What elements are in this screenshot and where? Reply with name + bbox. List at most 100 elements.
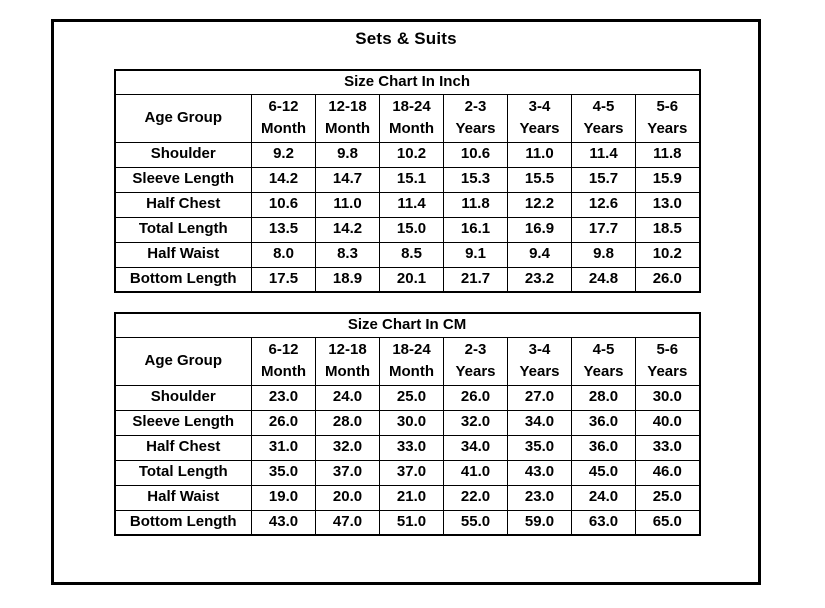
size-value: 37.0 [315,459,380,486]
size-value: 26.0 [443,384,508,411]
size-value: 10.6 [251,191,316,218]
column-header: 12-18 Month [315,93,380,143]
size-value: 15.3 [443,166,508,193]
size-value: 26.0 [251,409,316,436]
row-label: Sleeve Length [114,166,252,193]
column-header-range: 4-5 [592,341,615,358]
size-value: 32.0 [443,409,508,436]
size-value: 16.9 [507,216,572,243]
column-header-range: 12-18 [328,98,367,115]
row-label: Half Chest [114,434,252,461]
size-value: 14.2 [251,166,316,193]
column-header-unit: Years [455,363,496,380]
column-header-range: 5-6 [656,98,679,115]
size-value: 11.4 [571,141,636,168]
size-value: 10.2 [379,141,444,168]
column-header: 5-6 Years [634,336,701,386]
table-row: Sleeve Length 14.2 14.7 15.1 15.3 15.5 15.7 15.… [114,166,701,193]
size-value: 9.1 [443,241,508,268]
size-value: 15.1 [379,166,444,193]
size-value: 25.0 [634,484,701,511]
size-value: 37.0 [379,459,444,486]
size-value: 43.0 [507,459,572,486]
size-value: 14.7 [315,166,380,193]
size-value: 17.5 [251,266,316,293]
size-value: 28.0 [315,409,380,436]
column-header: 3-4 Years [507,93,572,143]
row-label: Total Length [114,216,252,243]
size-value: 15.9 [634,166,701,193]
size-value: 23.2 [507,266,572,293]
column-header-range: 5-6 [656,341,679,358]
size-value: 15.5 [507,166,572,193]
page-border-frame: Sets & Suits Size Chart In Inch Age Group… [51,19,761,585]
column-header: 18-24 Month [379,93,444,143]
size-value: 33.0 [379,434,444,461]
table-row: Shoulder 9.2 9.8 10.2 10.6 11.0 11.4 11.8 [114,141,701,168]
size-value: 30.0 [379,409,444,436]
table-row: Half Waist 19.0 20.0 21.0 22.0 23.0 24.0 25.0 [114,484,701,511]
size-value: 18.9 [315,266,380,293]
size-value: 23.0 [507,484,572,511]
size-value: 35.0 [507,434,572,461]
column-header-range: 6-12 [268,341,299,358]
table-title-row: Size Chart In Inch [113,69,701,95]
row-label: Bottom Length [114,509,252,536]
size-value: 34.0 [443,434,508,461]
column-header-unit: Month [389,120,434,137]
age-group-header: Age Group [114,336,252,386]
size-value: 24.0 [571,484,636,511]
size-value: 59.0 [507,509,572,536]
column-header: 4-5 Years [571,336,636,386]
column-header-unit: Month [325,363,370,380]
size-value: 43.0 [251,509,316,536]
column-header: 4-5 Years [571,93,636,143]
table-row: Sleeve Length 26.0 28.0 30.0 32.0 34.0 36.0 40.… [114,409,701,436]
column-header-range: 3-4 [528,98,551,115]
column-header-range: 12-18 [328,341,367,358]
column-header-row: Age Group 6-12 Month 12-18 Month 18-24 Month 2-… [114,93,701,143]
size-value: 11.0 [507,141,572,168]
table-title: Size Chart In Inch [113,69,701,95]
row-label: Total Length [114,459,252,486]
size-value: 12.2 [507,191,572,218]
size-value: 8.5 [379,241,444,268]
size-value: 55.0 [443,509,508,536]
size-value: 9.4 [507,241,572,268]
column-header-range: 3-4 [528,341,551,358]
size-chart-cm-table: Size Chart In CM Age Group 6-12 Month 12-18 M… [113,312,701,536]
size-value: 18.5 [634,216,701,243]
size-value: 51.0 [379,509,444,536]
size-value: 36.0 [571,434,636,461]
size-value: 21.0 [379,484,444,511]
row-label: Half Waist [114,241,252,268]
table-row: Half Chest 31.0 32.0 33.0 34.0 35.0 36.0 33.0 [114,434,701,461]
table-row: Shoulder 23.0 24.0 25.0 26.0 27.0 28.0 30.0 [114,384,701,411]
size-value: 65.0 [634,509,701,536]
size-value: 10.2 [634,241,701,268]
column-header-unit: Years [583,363,624,380]
size-value: 41.0 [443,459,508,486]
column-header-unit: Month [261,363,306,380]
size-value: 16.1 [443,216,508,243]
size-value: 11.4 [379,191,444,218]
size-chart-inch-table: Size Chart In Inch Age Group 6-12 Month 12-1… [113,69,701,293]
size-value: 21.7 [443,266,508,293]
column-header: 2-3 Years [443,336,508,386]
size-value: 8.3 [315,241,380,268]
table-row: Bottom Length 17.5 18.9 20.1 21.7 23.2 24.8 26.… [114,266,701,293]
column-header-range: 4-5 [592,98,615,115]
column-header: 6-12 Month [251,336,316,386]
column-header-range: 18-24 [392,341,431,358]
size-value: 20.0 [315,484,380,511]
column-header-range: 18-24 [392,98,431,115]
column-header: 2-3 Years [443,93,508,143]
column-header: 5-6 Years [634,93,701,143]
size-value: 11.8 [634,141,701,168]
size-value: 9.8 [571,241,636,268]
size-value: 36.0 [571,409,636,436]
column-header-unit: Years [583,120,624,137]
column-header-range: 2-3 [464,98,487,115]
row-label: Half Chest [114,191,252,218]
column-header-unit: Years [455,120,496,137]
